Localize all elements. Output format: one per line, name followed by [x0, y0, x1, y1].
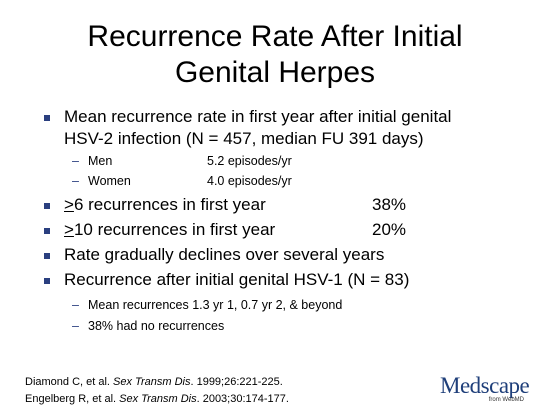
bullet-line: HSV-2 infection (N = 457, median FU 391 … — [64, 129, 424, 148]
ref-citation: . 2003;30:174-177. — [196, 393, 289, 405]
bullet-recurrence-rate: Mean recurrence rate in first year after… — [64, 106, 451, 150]
bullet-square-icon — [44, 278, 50, 284]
bullet-square-icon — [44, 115, 50, 121]
logo-wordmark: Medscape — [440, 373, 530, 398]
gte-symbol: > — [64, 195, 74, 214]
slide-title: Recurrence Rate After Initial Genital He… — [0, 19, 550, 91]
bullet-hsv1: Recurrence after initial genital HSV-1 (… — [64, 270, 410, 289]
reference-1: Diamond C, et al. Sex Transm Dis. 1999;2… — [25, 374, 289, 391]
dash-icon: – — [72, 319, 79, 333]
bullet-square-icon — [44, 228, 50, 234]
dash-icon: – — [72, 154, 79, 168]
bullet-six-recurrences: >6 recurrences in first year — [64, 194, 266, 216]
bullet-six-value: 38% — [372, 195, 407, 214]
gte-symbol: > — [64, 220, 74, 239]
bullet-text: 6 recurrences in first year — [73, 195, 266, 214]
ref-journal: Sex Transm Dis — [119, 393, 197, 405]
sub-mean-recurrences: Mean recurrences 1.3 yr 1, 0.7 yr 2, & b… — [88, 298, 343, 312]
medscape-logo: Medscape from WebMD — [440, 374, 532, 408]
sub-no-recurrences: 38% had no recurrences — [88, 319, 225, 333]
ref-authors: Diamond C, et al. — [25, 376, 114, 388]
title-line-2: Genital Herpes — [174, 56, 376, 89]
bullet-ten-recurrences: >10 recurrences in first year — [64, 219, 275, 241]
dash-icon: – — [72, 174, 79, 188]
logo-tagline: from WebMD — [488, 397, 524, 403]
bullet-line: Mean recurrence rate in first year after… — [64, 107, 452, 126]
bullet-rate-declines: Rate gradually declines over several yea… — [64, 245, 385, 264]
sub-women-value: 4.0 episodes/yr — [207, 174, 292, 188]
reference-2: Engelberg R, et al. Sex Transm Dis. 2003… — [25, 391, 289, 408]
dash-icon: – — [72, 298, 79, 312]
sub-men-label: Men — [88, 154, 113, 168]
ref-citation: . 1999;26:221-225. — [190, 376, 283, 388]
bullet-ten-value: 20% — [372, 220, 407, 239]
ref-authors: Engelberg R, et al. — [25, 393, 120, 405]
bullet-square-icon — [44, 203, 50, 209]
ref-journal: Sex Transm Dis — [113, 376, 191, 388]
title-line-1: Recurrence Rate After Initial — [87, 20, 463, 53]
bullet-square-icon — [44, 253, 50, 259]
references: Diamond C, et al. Sex Transm Dis. 1999;2… — [25, 374, 289, 408]
sub-men-value: 5.2 episodes/yr — [207, 154, 292, 168]
sub-women-label: Women — [88, 174, 131, 188]
bullet-text: 10 recurrences in first year — [73, 220, 276, 239]
